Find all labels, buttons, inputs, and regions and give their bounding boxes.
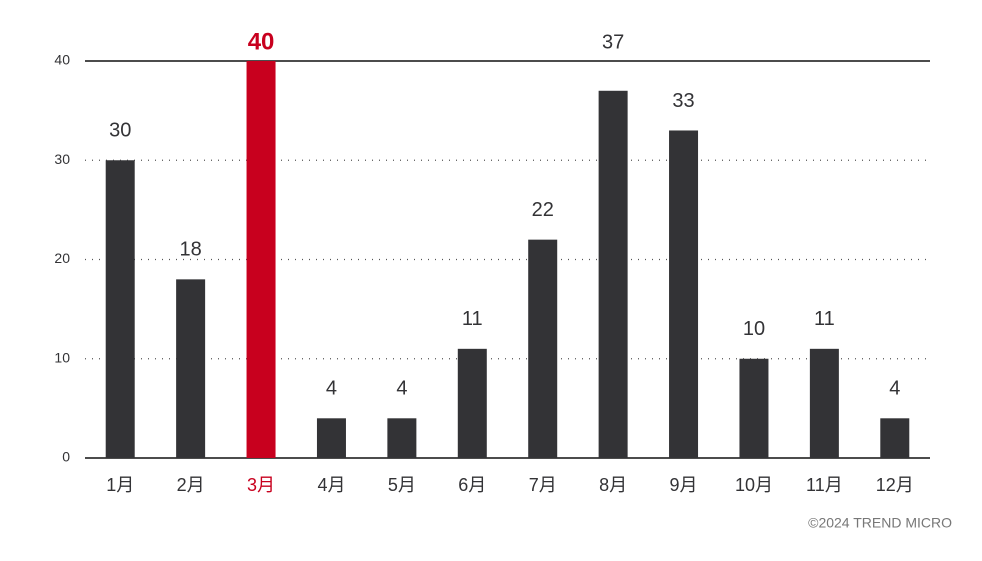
bar: [809, 348, 839, 458]
value-label: 33: [672, 90, 694, 112]
x-tick-label: 7月: [529, 475, 557, 495]
value-label: 11: [814, 308, 835, 330]
y-tick-label: 30: [54, 151, 70, 167]
y-tick-label: 20: [54, 250, 70, 266]
value-label: 4: [326, 378, 337, 400]
y-tick-label: 0: [62, 449, 70, 465]
x-tick-label: 2月: [177, 475, 205, 495]
value-label: 10: [743, 318, 765, 340]
x-tick-label: 9月: [670, 475, 698, 495]
x-tick-label: 10月: [735, 475, 773, 495]
x-tick-label: 12月: [876, 475, 914, 495]
value-label: 4: [889, 378, 900, 400]
x-tick-label: 11月: [806, 475, 843, 495]
x-tick-label: 8月: [599, 475, 627, 495]
y-tick-label: 40: [54, 52, 70, 68]
bar: [105, 160, 135, 458]
y-tick-label: 10: [54, 349, 70, 365]
x-tick-label: 5月: [388, 475, 416, 495]
value-label: 4: [396, 378, 407, 400]
value-label: 22: [532, 199, 554, 221]
value-label: 11: [462, 308, 483, 330]
value-label: 30: [109, 120, 131, 142]
source-note: ©2024 TREND MICRO: [808, 515, 952, 531]
bar: [387, 418, 417, 458]
x-tick-label: 3月: [247, 475, 275, 495]
bar: [739, 358, 769, 458]
bar: [246, 61, 276, 458]
bar: [316, 418, 346, 458]
x-tick-label: 4月: [317, 475, 345, 495]
bar: [176, 279, 206, 458]
bar: [880, 418, 910, 458]
value-label: 18: [180, 239, 202, 261]
value-label: 40: [248, 28, 275, 55]
bar: [457, 348, 487, 458]
x-tick-label: 1月: [106, 475, 134, 495]
bar: [528, 239, 558, 458]
bar: [669, 130, 699, 458]
value-label: 37: [602, 31, 624, 53]
x-tick-label: 6月: [458, 475, 486, 495]
bar: [598, 90, 628, 459]
